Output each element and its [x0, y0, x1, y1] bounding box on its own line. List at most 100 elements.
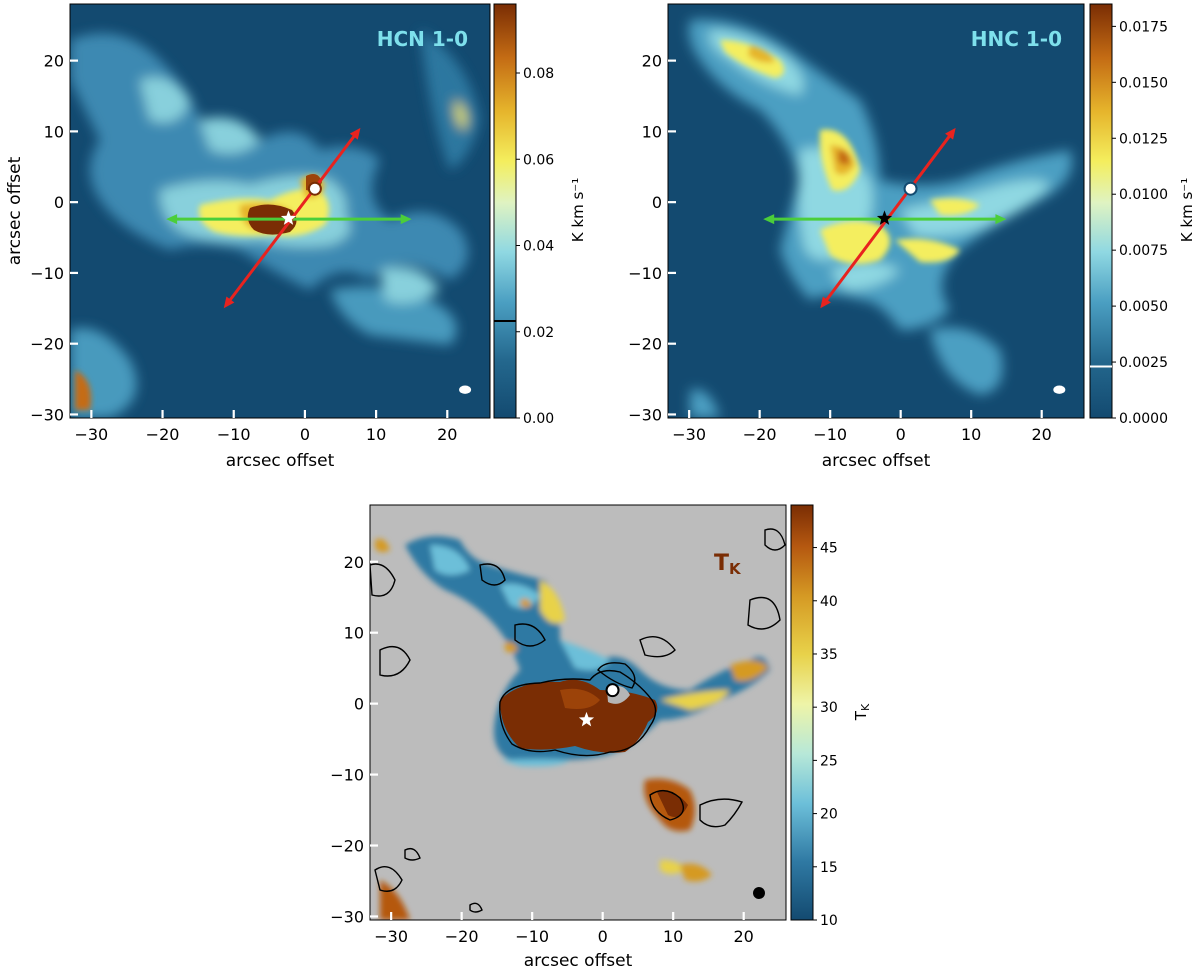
hcn-red-arrow-head-start [223, 296, 235, 309]
hcn-overlay [166, 127, 472, 394]
hcn-ytick-label: −20 [30, 335, 64, 354]
hnc-plot-frame [667, 3, 1085, 419]
tk-colorbar [790, 504, 814, 921]
hcn-xtick-label: 10 [366, 425, 386, 444]
hnc-cbar-tick-label: 0.0000 [1119, 411, 1168, 427]
tk-cbar-tick-label: 15 [820, 860, 838, 876]
hcn-beam-ellipse [459, 385, 472, 394]
hcn-xtick-label: 20 [437, 425, 457, 444]
panel-tk: −30 −20 −10 0 10 20 −30 −20 −10 0 10 20 TK arcsec … [330, 504, 872, 971]
tk-ytick-label: 0 [354, 695, 364, 714]
hnc-cbar-tick-label: 0.0100 [1119, 187, 1168, 203]
hnc-star-marker [876, 210, 893, 225]
tk-ytick-label: 10 [344, 624, 364, 643]
hnc-overlay [763, 127, 1066, 394]
panel-hcn: −30 −20 −10 0 10 20 −30 −20 −10 0 10 20 HCN 1-0 ar… [5, 3, 587, 471]
tk-xtick-label: −20 [445, 927, 479, 946]
hcn-green-arrow-head-start [166, 214, 178, 225]
tk-star-marker [578, 711, 595, 727]
tk-cbar-tick-label: 25 [820, 753, 838, 769]
hnc-colorbar-ticks: 0.0000 0.0025 0.0050 0.0075 0.0100 0.0125 0.01… [1090, 19, 1168, 427]
tk-y-ticks: −30 −20 −10 0 10 20 [330, 553, 378, 926]
hcn-green-arrow-head-end [400, 214, 412, 225]
hnc-title: HNC 1-0 [971, 27, 1062, 51]
hcn-cbar-tick-label: 0.02 [523, 325, 554, 341]
hcn-title: HCN 1-0 [377, 27, 468, 51]
hcn-colorbar [493, 3, 517, 419]
hcn-y-axis-label: arcsec offset [5, 156, 25, 265]
hnc-xtick-label: 10 [961, 425, 981, 444]
tk-cbar-tick-label: 10 [820, 913, 838, 929]
hcn-cbar-tick-label: 0.04 [523, 239, 554, 255]
tk-cbar-tick-label: 20 [820, 807, 838, 823]
hnc-xtick-label: 20 [1032, 425, 1052, 444]
tk-ytick-label: −10 [330, 766, 364, 785]
panel-hnc: −30 −20 −10 0 10 20 −30 −20 −10 0 10 20 HNC 1-0 ar… [628, 3, 1196, 471]
hnc-xtick-label: −10 [813, 425, 847, 444]
hnc-ytick-label: 0 [652, 193, 662, 212]
hnc-xtick-label: 0 [896, 425, 906, 444]
hnc-x-ticks: −30 −20 −10 0 10 20 [672, 410, 1052, 444]
hcn-cbar-tick-label: 0.00 [523, 411, 554, 427]
tk-xtick-label: −30 [374, 927, 408, 946]
hcn-ytick-label: 0 [54, 193, 64, 212]
hnc-ytick-label: 10 [642, 122, 662, 141]
tk-cbar-tick-label: 35 [820, 647, 838, 663]
hcn-star-marker [280, 210, 297, 225]
hnc-green-arrow-head-end [995, 214, 1007, 225]
hcn-cbar-tick-label: 0.08 [523, 66, 554, 82]
hcn-circle-marker [307, 181, 322, 196]
hnc-xtick-label: −20 [743, 425, 777, 444]
hcn-x-axis-label: arcsec offset [226, 451, 335, 471]
hcn-ytick-label: 10 [44, 122, 64, 141]
hnc-red-arrow-head-start [820, 296, 831, 309]
hcn-colorbar-ticks: 0.00 0.02 0.04 0.06 0.08 [494, 66, 554, 427]
hnc-ytick-label: −20 [628, 335, 662, 354]
tk-cbar-tick-label: 45 [820, 541, 838, 557]
tk-plot-frame [369, 504, 787, 921]
hnc-colorbar [1089, 3, 1113, 419]
hcn-xtick-label: 0 [300, 425, 310, 444]
tk-xtick-label: 20 [734, 927, 754, 946]
hcn-ytick-label: 20 [44, 52, 64, 71]
tk-colorbar-ticks: 10 15 20 25 30 35 40 45 [813, 541, 838, 929]
tk-circle-marker [605, 683, 620, 698]
hnc-beam-ellipse [1053, 385, 1066, 394]
tk-cbar-tick-label: 40 [820, 594, 838, 610]
hnc-cbar-tick-label: 0.0125 [1119, 131, 1168, 147]
tk-ytick-label: 20 [344, 553, 364, 572]
hnc-red-arrow-head-end [945, 127, 956, 140]
hnc-x-axis-label: arcsec offset [822, 451, 931, 471]
hcn-xtick-label: −20 [146, 425, 180, 444]
hcn-xtick-label: −10 [217, 425, 251, 444]
hcn-ytick-label: −10 [30, 264, 64, 283]
hnc-xtick-label: −30 [672, 425, 706, 444]
hcn-red-arrow-head-end [349, 127, 361, 140]
hnc-cbar-tick-label: 0.0075 [1119, 243, 1168, 259]
tk-temperature-image [370, 528, 786, 920]
hcn-ytick-label: −30 [30, 405, 64, 424]
tk-colorbar-label: TK [852, 703, 872, 721]
tk-x-ticks: −30 −20 −10 0 10 20 [374, 912, 754, 946]
hnc-ytick-label: −10 [628, 264, 662, 283]
hnc-cbar-tick-label: 0.0050 [1119, 299, 1168, 315]
tk-cbar-tick-label: 30 [820, 700, 838, 716]
tk-xtick-label: 0 [598, 927, 608, 946]
tk-x-axis-label: arcsec offset [524, 951, 633, 971]
tk-ytick-label: −20 [330, 837, 364, 856]
hnc-y-ticks: −30 −20 −10 0 10 20 [628, 52, 676, 424]
hcn-colorbar-label: K km s⁻¹ [569, 178, 587, 242]
hnc-circle-marker [903, 181, 918, 196]
hnc-cbar-tick-label: 0.0150 [1119, 75, 1168, 91]
tk-xtick-label: 10 [663, 927, 683, 946]
hcn-xtick-label: −30 [74, 425, 108, 444]
hnc-ytick-label: −30 [628, 405, 662, 424]
hnc-green-arrow-head-start [763, 214, 775, 225]
tk-ytick-label: −30 [330, 907, 364, 926]
hcn-plot-frame [69, 3, 491, 419]
hnc-emission-image [688, 19, 1072, 418]
hcn-x-ticks: −30 −20 −10 0 10 20 [74, 410, 457, 444]
hnc-cbar-tick-label: 0.0175 [1119, 19, 1168, 35]
hnc-colorbar-label: K km s⁻¹ [1178, 178, 1196, 242]
